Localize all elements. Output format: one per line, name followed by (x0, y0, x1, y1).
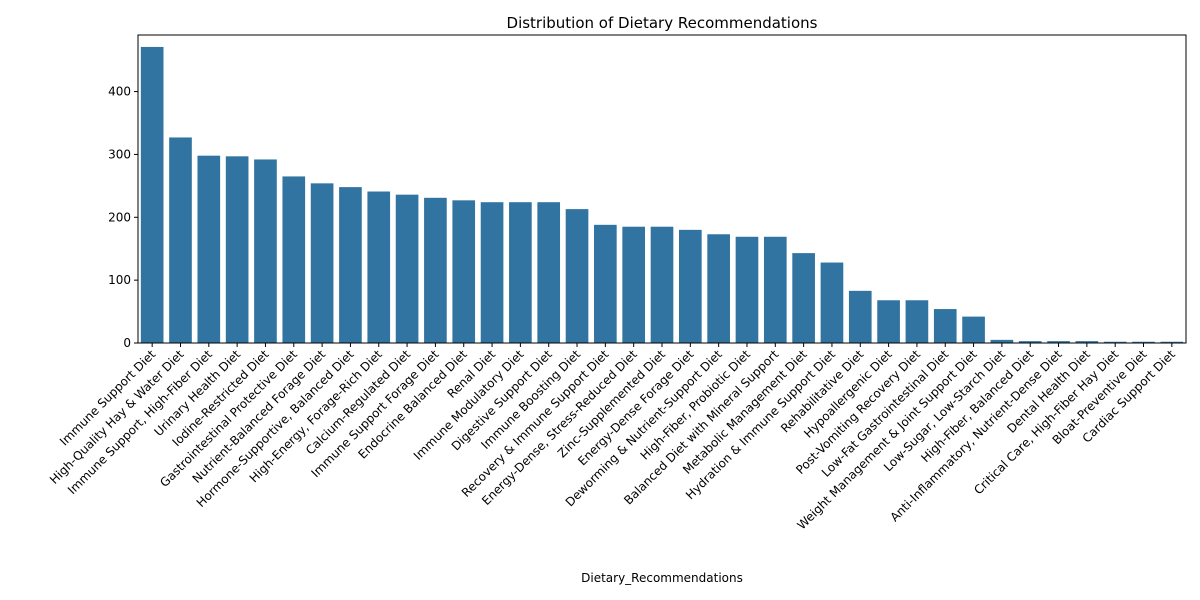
bar (707, 234, 730, 343)
bar (848, 290, 872, 343)
bar (763, 236, 787, 343)
chart-title: Distribution of Dietary Recommendations (507, 14, 818, 32)
bar (933, 309, 957, 343)
bar (877, 300, 900, 343)
bar (820, 262, 844, 343)
bar (1160, 341, 1184, 343)
bar (424, 197, 447, 343)
bar (565, 209, 589, 343)
bar (1047, 341, 1070, 343)
bar (310, 183, 334, 343)
bar (962, 316, 985, 343)
bar (1075, 341, 1099, 343)
bar (1018, 341, 1042, 343)
bar (905, 300, 929, 343)
bar (197, 155, 221, 343)
bar (735, 236, 759, 343)
y-tick-label: 400 (108, 85, 131, 99)
bar (169, 137, 192, 343)
y-tick-label: 200 (108, 210, 131, 224)
bar (594, 224, 617, 343)
bar (367, 191, 391, 343)
bar (140, 46, 164, 343)
plot-frame (137, 34, 1187, 344)
bar (339, 187, 362, 343)
bar (282, 176, 306, 343)
bar (792, 253, 815, 343)
bar (1103, 341, 1127, 343)
bar (452, 200, 476, 343)
bar (622, 226, 646, 343)
bar (650, 226, 674, 343)
bar (225, 156, 249, 343)
y-tick-label: 0 (123, 336, 131, 350)
y-tick-label: 100 (108, 273, 131, 287)
y-axis: 0 100 200 300 400 (108, 85, 138, 350)
x-axis-label: Dietary_Recommendations (581, 571, 743, 585)
bar (480, 202, 504, 343)
bars-group (140, 46, 1184, 343)
bar (254, 159, 277, 343)
bar (1132, 341, 1155, 343)
bar (395, 194, 419, 343)
bar (678, 229, 702, 343)
bar (537, 202, 561, 343)
bar (990, 339, 1014, 343)
bar (509, 202, 532, 343)
y-tick-label: 300 (108, 147, 131, 161)
